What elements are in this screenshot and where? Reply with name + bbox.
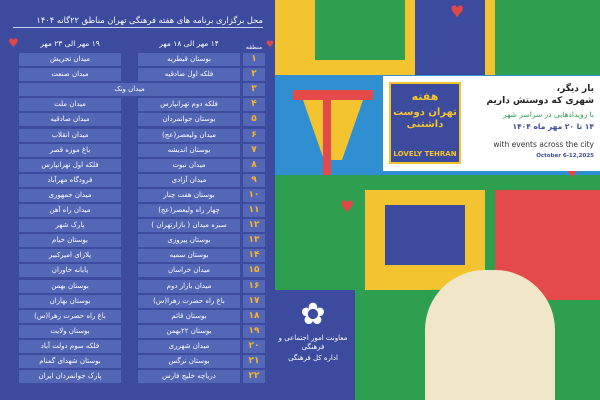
- schedule-title: محل برگزاری برنامه های هفته فرهنگی تهران…: [13, 15, 263, 28]
- location-period1: باغ راه حضرت زهرا(س): [138, 294, 240, 308]
- seal-line2: اداره کل فرهنگی: [288, 354, 338, 362]
- row-number: ۱۹: [243, 324, 265, 338]
- row-number: ۱۶: [243, 279, 265, 293]
- row-number: ۱۲: [243, 219, 265, 233]
- location-period1: فلکه دوم تهرانپارس: [138, 98, 240, 112]
- poster-illustration: ♥ ♥ ♥ هفته تهران دوست داشتنی LOVELY TEHR…: [275, 0, 600, 400]
- heart-icon: ♥: [8, 36, 19, 50]
- location-period2: پارک شهر: [19, 219, 121, 233]
- location-period2: بوستان بهمن: [19, 279, 121, 293]
- location-period1: میدان شهرری: [138, 339, 240, 353]
- row-number: ۷: [243, 143, 265, 157]
- heart-icon: ♥: [340, 197, 355, 216]
- header-period1: ۱۴ مهر الی ۱۸ مهر: [159, 39, 219, 48]
- card-dates-fa: ۱۴ تا ۲۰ مهر ماه ۱۴۰۴: [512, 122, 594, 131]
- location-period2: بوستان بهاران: [19, 294, 121, 308]
- seal-line1: معاونت امور اجتماعی و فرهنگی: [278, 334, 348, 351]
- row-number: ۸: [243, 158, 265, 172]
- seal-icon: ✿: [300, 297, 326, 332]
- row-number: ۱۷: [243, 294, 265, 308]
- location-period1: میدان نبوت: [138, 158, 240, 172]
- logo-english: LOVELY TEHRAN: [393, 150, 457, 158]
- location-period1: بوستان سمیه: [138, 249, 240, 263]
- location-period2: باغ راه حضرت زهرا(س): [19, 309, 121, 323]
- event-card: هفته تهران دوست داشتنی LOVELY TEHRAN بار…: [383, 76, 600, 171]
- row-number: ۲۰: [243, 339, 265, 353]
- location-period2: فلکه اول تهرانپارس: [19, 158, 121, 172]
- location-period2: میدان تجریش: [19, 53, 121, 66]
- location-period1: بوستان اندیشه: [138, 143, 240, 157]
- location-period1: چهار راه ولیعصر(عج): [138, 204, 240, 217]
- location-period1: فلکه اول صادقیه: [138, 68, 240, 82]
- header-period2: ۱۹ مهر الی ۲۳ مهر: [40, 39, 100, 48]
- row-number: ۱۴: [243, 249, 265, 263]
- card-line3: با رویدادهایی در سراسر شهر: [503, 110, 594, 119]
- card-english: with events across the city: [493, 140, 594, 149]
- location-period1: میدان خراسان: [138, 264, 240, 278]
- location-period2: میدان صنعت: [19, 68, 121, 82]
- location-period2: باغ موزه قصر: [19, 143, 121, 157]
- row-number: ۱۸: [243, 309, 265, 323]
- location-period2: پلازای امیرکبیر: [19, 249, 121, 263]
- location-period1: دریاچه خلیج فارس: [138, 370, 240, 384]
- location-period1: میدان آزادی: [138, 173, 240, 187]
- card-dates-en: October 6-12,2025: [536, 153, 594, 159]
- location-period1: بوستان نرگس: [138, 355, 240, 368]
- row-number: ۱۱: [243, 204, 265, 217]
- row-number: ۴: [243, 98, 265, 112]
- row-number: ۲۱: [243, 355, 265, 368]
- row-number: ۱: [243, 53, 265, 66]
- row-number: ۹: [243, 173, 265, 187]
- location-period1: میدان بازار دوم: [138, 279, 240, 293]
- location-period2: پارک جوانمردان ایران: [19, 370, 121, 384]
- location-period2: میدان صادقیه: [19, 113, 121, 127]
- card-line1: بار دیگر،: [556, 84, 594, 94]
- location-both-periods: میدان ونک: [19, 83, 240, 97]
- location-period1: میدان ولیعصر(عج): [138, 128, 240, 142]
- row-number: ۳: [243, 83, 265, 97]
- location-period1: بوستان هفت چنار: [138, 188, 240, 202]
- location-period1: بوستان پیروزی: [138, 234, 240, 248]
- location-period2: پایانه خاوران: [19, 264, 121, 278]
- location-period2: میدان راه آهن: [19, 204, 121, 217]
- location-period1: بوستان ۲۲بهمن: [138, 324, 240, 338]
- location-period2: میدان انقلاب: [19, 128, 121, 142]
- location-period1: سبزه میدان ( بازارتهران ): [138, 219, 240, 233]
- row-number: ۱۰: [243, 188, 265, 202]
- row-number: ۱۳: [243, 234, 265, 248]
- row-number: ۶: [243, 128, 265, 142]
- location-period2: فرودگاه مهرآباد: [19, 173, 121, 187]
- location-period2: میدان جمهوری: [19, 188, 121, 202]
- location-period2: فلکه سوم دولت آباد: [19, 339, 121, 353]
- row-number: ۱۵: [243, 264, 265, 278]
- row-number: ۵: [243, 113, 265, 127]
- location-period2: میدان ملت: [19, 98, 121, 112]
- heart-icon: ♥: [450, 2, 465, 21]
- schedule-panel: محل برگزاری برنامه های هفته فرهنگی تهران…: [0, 0, 275, 400]
- row-number: ۲۲: [243, 370, 265, 384]
- location-period2: بوستان ولایت: [19, 324, 121, 338]
- header-number: منطقه: [245, 44, 263, 51]
- location-period1: بوستان قائم: [138, 309, 240, 323]
- municipality-seal: ✿ معاونت امور اجتماعی و فرهنگی اداره کل …: [277, 298, 349, 363]
- lovely-tehran-logo: هفته تهران دوست داشتنی LOVELY TEHRAN: [389, 82, 461, 164]
- row-number: ۲: [243, 68, 265, 82]
- location-period1: بوستان قیطریه: [138, 53, 240, 66]
- location-period2: بوستان خیام: [19, 234, 121, 248]
- logo-middle: تهران دوست داشتنی: [393, 107, 457, 130]
- location-period1: بوستان جوانمردان: [138, 113, 240, 127]
- logo-top: هفته: [411, 90, 439, 103]
- location-period2: بوستان شهدای گمنام: [19, 355, 121, 368]
- heart-icon: ♥: [266, 40, 275, 50]
- card-line2: شهری که دوستش داریم: [486, 96, 594, 106]
